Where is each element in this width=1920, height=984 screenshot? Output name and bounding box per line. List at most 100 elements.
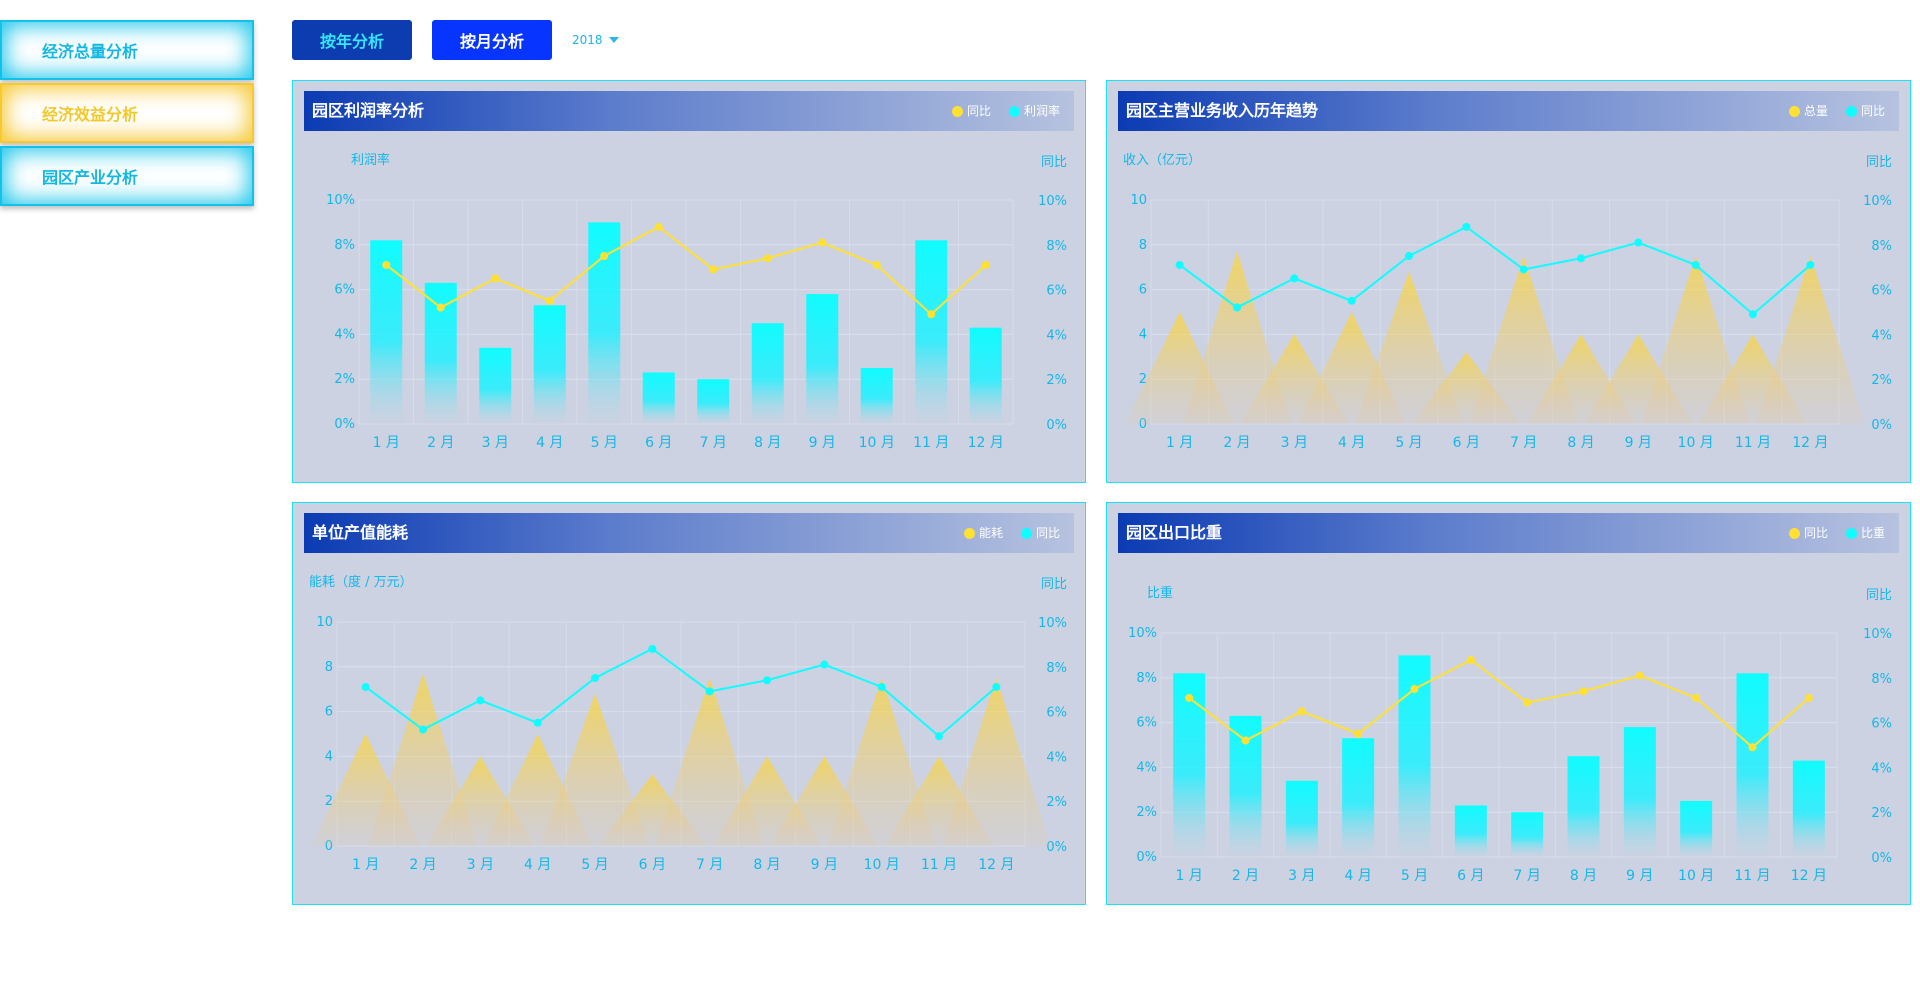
line-point [1804,693,1813,702]
y-tick-label: 8% [334,238,355,253]
x-tick-label: 9 月 [1626,868,1653,884]
legend-item[interactable]: 总量 [1788,91,1828,131]
nav-item-economic-total[interactable]: 经济总量分析 [0,20,254,80]
profit-rate-chart: 0% 0% 2% 2% 4% 4% 6% 6% 8% 8% 10% 10% 利润率 同比 1 月 2 月 3 月… [326,152,1067,451]
year-select[interactable]: 2018 [572,33,619,47]
y2-tick-label: 6% [1046,284,1067,299]
line-point [1523,698,1532,707]
x-tick-label: 9 月 [809,435,836,451]
y-tick-label: 6 [325,705,333,720]
y2-tick-label: 8% [1871,239,1892,254]
line-point [1233,303,1241,312]
legend-item[interactable]: 同比 [951,91,991,131]
y-tick-label: 2% [334,372,355,387]
line-point [872,260,881,269]
legend: 总量 同比 [1771,91,1885,131]
legend: 同比 利润率 [934,91,1060,131]
legend-dot-icon [963,527,975,539]
x-tick-label: 8 月 [754,435,781,451]
y2-axis-label: 同比 [1041,577,1067,592]
y2-axis-label: 同比 [1041,155,1067,170]
x-tick-label: 8 月 [753,857,780,873]
x-tick-label: 10 月 [1678,868,1714,884]
line-point [1749,310,1757,319]
line-point [820,660,829,669]
energy-consumption-chart: 0 0% 2 2% 4 4% 6 6% 8 8% 10 10% 能耗（度 / 万元） 同比 1 月 2 月 3 … [309,574,1067,873]
y2-tick-label: 4% [1871,328,1892,343]
series-line [1179,225,1811,316]
x-tick-label: 7 月 [700,435,727,451]
line-point [600,252,609,260]
line-point [419,725,427,734]
y2-tick-label: 8% [1871,672,1892,687]
line-point [1635,671,1644,680]
y2-tick-label: 8% [1046,661,1067,676]
nav-item-label: 经济效益分析 [42,105,139,124]
series-line [1188,658,1810,749]
x-tick-label: 4 月 [1338,435,1365,451]
legend: 能耗 同比 [946,513,1060,553]
line-point [436,303,445,312]
x-tick-label: 1 月 [1175,868,1202,884]
legend-item[interactable]: 同比 [1788,513,1828,553]
bar [1342,738,1375,857]
by-year-button[interactable]: 按年分析 [292,20,413,60]
line-point [1175,260,1184,269]
legend-label: 同比 [1035,526,1060,540]
y-tick-label: 10 [1130,193,1147,208]
area-peak [1182,251,1292,424]
x-tick-label: 2 月 [1223,435,1250,451]
line-point [763,676,771,685]
x-tick-label: 11 月 [1734,868,1770,884]
year-value: 2018 [572,33,603,47]
legend-label: 同比 [1803,526,1828,540]
x-tick-label: 7 月 [1513,868,1540,884]
legend-item[interactable]: 比重 [1845,513,1885,553]
y-tick-label: 8 [325,660,333,675]
y2-tick-label: 6% [1871,284,1892,299]
panel-profit-rate: 园区利润率分析 同比 利润率 0% 0% 2% 2% 4% 4% 6% 6% 8% 8% 10% 10… [292,80,1086,483]
x-tick-label: 8 月 [1570,868,1597,884]
legend-label: 总量 [1803,104,1828,118]
panel-title: 园区出口比重 [1126,523,1223,542]
y-tick-label: 2 [1139,372,1147,387]
y-tick-label: 0 [1139,417,1147,432]
y-tick-label: 8 [1139,238,1147,253]
bar [1792,760,1825,857]
x-tick-label: 9 月 [1625,435,1652,451]
line-point [1290,274,1299,283]
nav-item-economic-benefit[interactable]: 经济效益分析 [0,83,254,143]
line-point [1748,743,1757,752]
legend-label: 同比 [1860,104,1885,118]
nav-item-industry[interactable]: 园区产业分析 [0,146,254,206]
line-point [1185,693,1194,702]
y-tick-label: 0 [325,839,333,854]
bar [1173,673,1206,857]
x-tick-label: 1 月 [373,435,400,451]
bar [1736,673,1769,857]
y2-tick-label: 6% [1046,706,1067,721]
area-peak [1641,256,1751,424]
x-tick-label: 4 月 [524,857,551,873]
legend-label: 利润率 [1023,104,1060,118]
legend-item[interactable]: 能耗 [963,513,1003,553]
legend-item[interactable]: 利润率 [1008,91,1060,131]
x-tick-label: 1 月 [352,857,379,873]
legend: 同比 比重 [1771,513,1885,553]
legend-item[interactable]: 同比 [1020,513,1060,553]
line-point [1519,265,1528,274]
y-tick-label: 4 [325,749,333,764]
by-month-button[interactable]: 按月分析 [432,20,553,60]
y-axis-label: 利润率 [351,152,390,168]
line-point [709,265,718,274]
legend-dot-icon [1845,105,1857,117]
toolbar: 按年分析 按月分析 2018 [292,20,619,60]
x-tick-label: 12 月 [1791,868,1827,884]
y-tick-label: 10% [1128,626,1157,641]
y2-tick-label: 4% [1871,761,1892,776]
legend-item[interactable]: 同比 [1845,91,1885,131]
panel-export-share: 园区出口比重 同比 比重 0% 0% 2% 2% 4% 4% 6% 6% 8% 8% 10% 10% 比… [1106,502,1911,905]
line-point [491,274,500,283]
line-point [1347,296,1356,305]
x-tick-label: 3 月 [482,435,509,451]
